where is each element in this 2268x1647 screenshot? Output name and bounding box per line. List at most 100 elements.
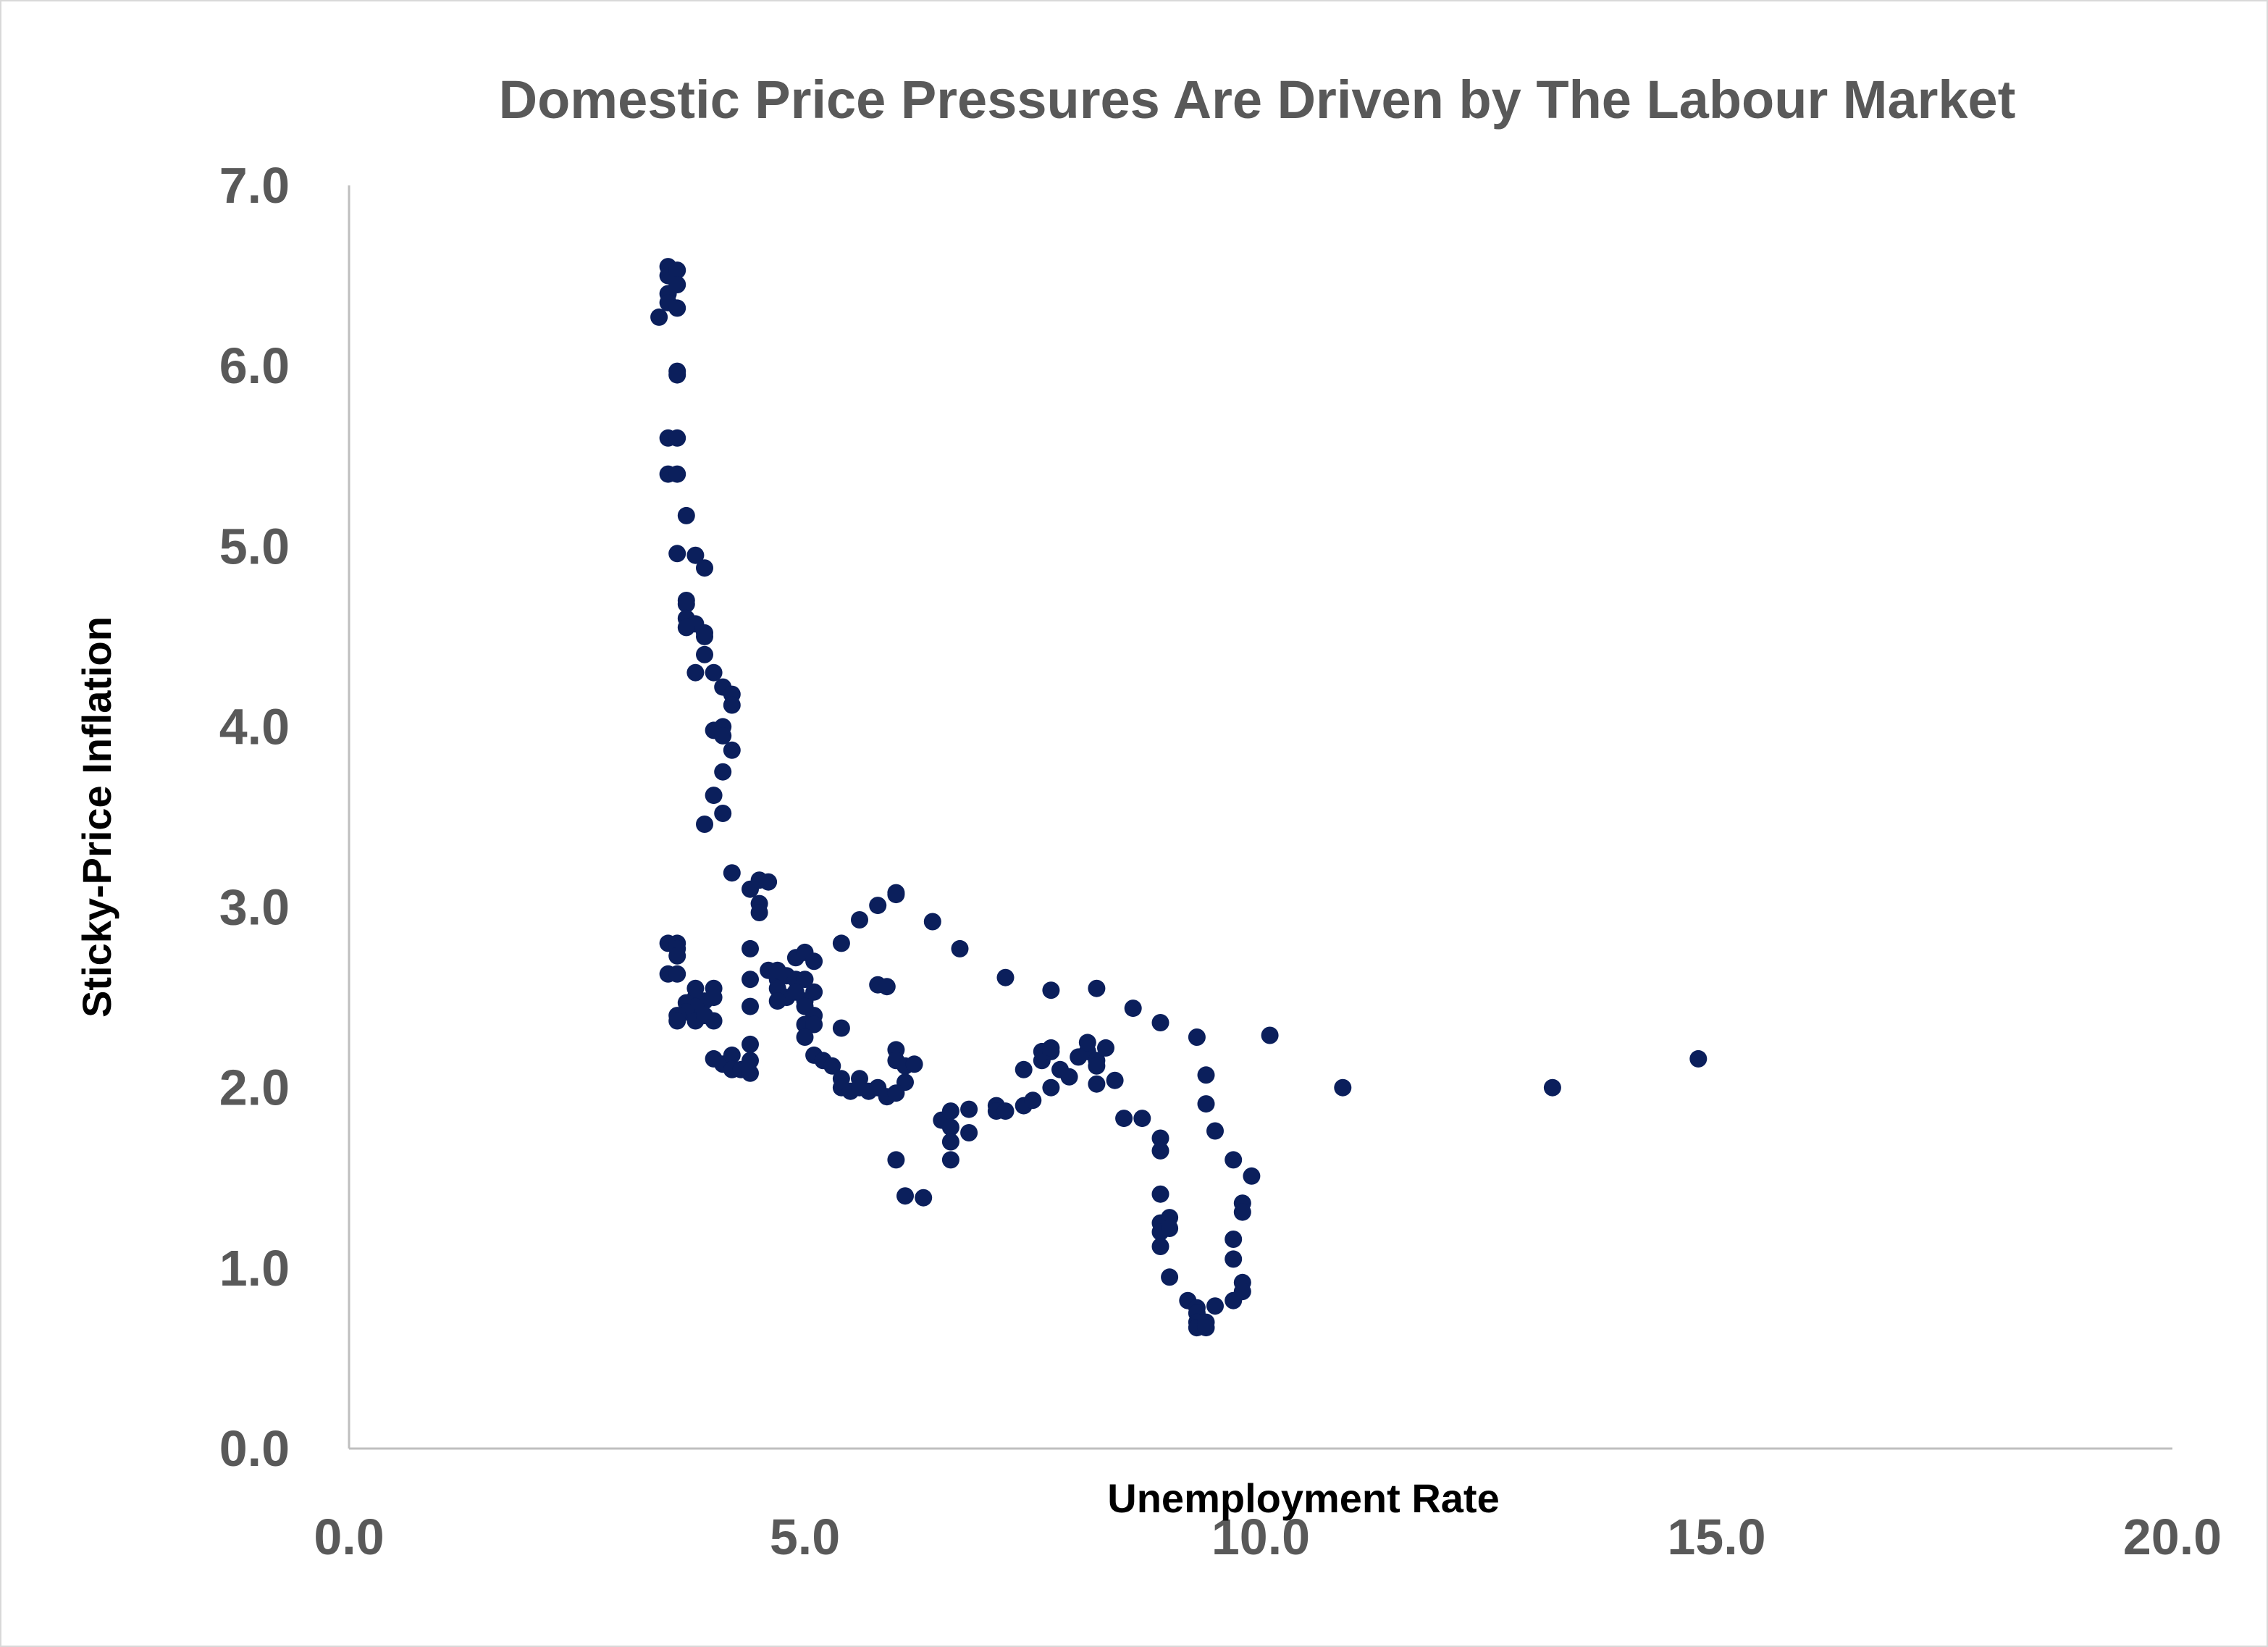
data-point bbox=[823, 1057, 841, 1075]
y-tick-label: 2.0 bbox=[219, 1060, 290, 1116]
y-tick-labels: 0.0 1.0 2.0 3.0 4.0 5.0 6.0 7.0 bbox=[219, 157, 290, 1477]
data-point bbox=[668, 465, 686, 483]
data-point bbox=[1206, 1297, 1224, 1315]
data-point bbox=[1225, 1250, 1243, 1268]
data-point bbox=[832, 934, 850, 952]
data-point bbox=[768, 992, 786, 1010]
data-point bbox=[1024, 1091, 1042, 1110]
x-tick-label: 15.0 bbox=[1667, 1509, 1765, 1565]
data-point bbox=[677, 619, 695, 637]
data-point bbox=[723, 696, 741, 714]
data-point bbox=[1225, 1231, 1243, 1248]
data-point bbox=[796, 1028, 814, 1046]
data-point bbox=[1161, 1268, 1179, 1286]
data-point bbox=[723, 1046, 741, 1064]
data-point bbox=[1015, 1060, 1033, 1078]
data-point bbox=[887, 1151, 905, 1169]
data-point bbox=[1206, 1122, 1224, 1140]
data-point bbox=[1334, 1078, 1352, 1097]
data-point bbox=[1689, 1049, 1708, 1068]
data-point bbox=[996, 968, 1015, 986]
data-point bbox=[677, 595, 695, 613]
data-points bbox=[650, 258, 1708, 1337]
y-axis-title: Sticky-Price Inflation bbox=[74, 616, 119, 1018]
data-point bbox=[750, 904, 768, 921]
data-point bbox=[1197, 1319, 1215, 1337]
data-point bbox=[677, 506, 695, 524]
data-point bbox=[1151, 1129, 1169, 1147]
data-point bbox=[714, 763, 732, 781]
data-point bbox=[905, 1055, 923, 1073]
data-point bbox=[960, 1124, 978, 1141]
data-point bbox=[923, 913, 941, 931]
data-point bbox=[1060, 1068, 1078, 1086]
x-tick-label: 10.0 bbox=[1211, 1509, 1310, 1565]
data-point bbox=[1151, 1185, 1169, 1203]
data-point bbox=[1088, 1057, 1106, 1075]
data-point bbox=[668, 429, 686, 447]
data-point bbox=[1133, 1110, 1151, 1128]
data-point bbox=[941, 1102, 959, 1120]
data-point bbox=[696, 645, 713, 663]
data-point bbox=[915, 1189, 933, 1207]
data-point bbox=[742, 1052, 759, 1070]
data-point bbox=[668, 545, 686, 563]
data-point bbox=[742, 997, 759, 1015]
data-point bbox=[1233, 1283, 1251, 1301]
data-point bbox=[742, 971, 759, 989]
data-point bbox=[705, 989, 723, 1007]
data-point bbox=[686, 663, 705, 682]
data-point bbox=[941, 1151, 959, 1169]
data-point bbox=[705, 663, 723, 682]
data-point bbox=[723, 864, 741, 882]
data-point bbox=[705, 787, 723, 805]
data-point bbox=[1225, 1151, 1243, 1169]
x-tick-labels: 0.0 5.0 10.0 15.0 20.0 bbox=[314, 1509, 2222, 1565]
data-point bbox=[742, 1064, 759, 1082]
data-point bbox=[1151, 1141, 1169, 1160]
data-point bbox=[696, 816, 713, 833]
data-point bbox=[1188, 1028, 1206, 1046]
data-point bbox=[714, 805, 732, 822]
x-axis-title: Unemployment Rate bbox=[1107, 1475, 1499, 1521]
data-point bbox=[1124, 999, 1142, 1018]
y-tick-label: 7.0 bbox=[219, 157, 290, 214]
data-point bbox=[668, 261, 686, 280]
x-tick-label: 0.0 bbox=[314, 1509, 384, 1565]
data-point bbox=[1106, 1071, 1124, 1089]
data-point bbox=[714, 726, 732, 745]
y-tick-label: 5.0 bbox=[219, 518, 290, 574]
data-point bbox=[1097, 1039, 1114, 1057]
data-point bbox=[1042, 1039, 1060, 1057]
data-point bbox=[668, 965, 686, 983]
data-point bbox=[878, 978, 896, 996]
data-point bbox=[1151, 1238, 1169, 1255]
data-point bbox=[1261, 1026, 1279, 1044]
data-point bbox=[896, 1187, 914, 1205]
data-point bbox=[1042, 981, 1060, 999]
data-point bbox=[996, 1102, 1015, 1120]
data-point bbox=[742, 1035, 759, 1053]
data-point bbox=[805, 1015, 823, 1034]
data-point bbox=[760, 873, 778, 891]
y-tick-label: 6.0 bbox=[219, 338, 290, 394]
data-point bbox=[668, 366, 686, 384]
data-point bbox=[851, 911, 868, 929]
x-tick-label: 20.0 bbox=[2123, 1509, 2222, 1565]
data-point bbox=[832, 1019, 850, 1037]
data-point bbox=[1243, 1167, 1261, 1185]
data-point bbox=[668, 299, 686, 317]
data-point bbox=[960, 1100, 978, 1118]
data-point bbox=[696, 1007, 713, 1025]
data-point bbox=[668, 1012, 686, 1030]
data-point bbox=[668, 947, 686, 965]
data-point bbox=[696, 559, 713, 577]
data-point bbox=[941, 1118, 959, 1136]
data-point bbox=[723, 741, 741, 759]
data-point bbox=[1197, 1095, 1215, 1113]
y-tick-label: 0.0 bbox=[219, 1420, 290, 1477]
data-point bbox=[869, 897, 887, 915]
data-point bbox=[1078, 1034, 1096, 1052]
data-point bbox=[1088, 1075, 1106, 1093]
